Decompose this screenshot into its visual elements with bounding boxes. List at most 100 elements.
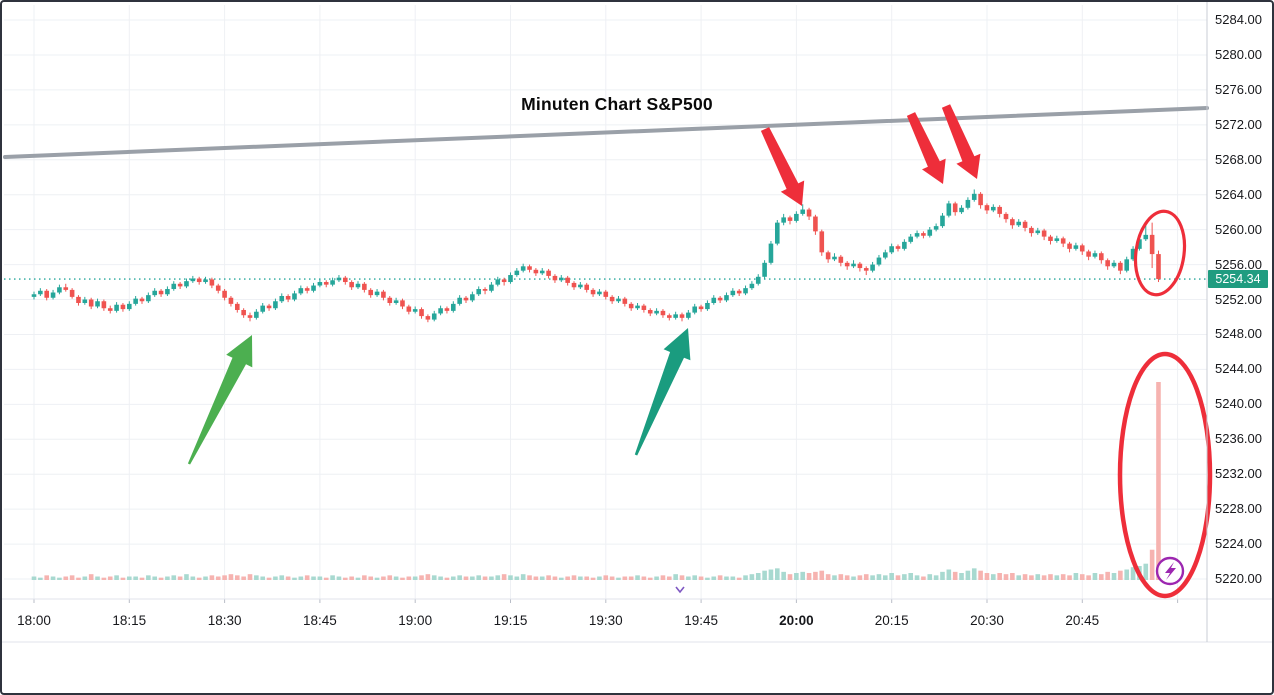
volume-bar — [914, 575, 920, 580]
teal-up-arrow-2[interactable] — [634, 328, 691, 456]
price-axis-label: 5256.00 — [1215, 256, 1262, 272]
candle-down — [501, 279, 507, 283]
volume-bar — [851, 576, 856, 580]
volume-bar — [978, 570, 983, 580]
price-axis-label: 5224.00 — [1215, 536, 1262, 552]
candle-up — [705, 302, 710, 310]
volume-bar — [781, 571, 786, 580]
red-circle-volume-spike[interactable] — [1117, 351, 1213, 599]
volume-bar — [730, 576, 736, 580]
volume-bar — [895, 575, 901, 580]
price-axis-label: 5236.00 — [1215, 431, 1262, 447]
volume-bar — [133, 576, 138, 580]
candle-down — [552, 275, 558, 281]
volume-bar — [438, 576, 443, 580]
price-axis-label: 5244.00 — [1215, 361, 1262, 377]
volume-bar — [984, 573, 990, 580]
time-axis-label: 20:15 — [874, 613, 909, 628]
volume-bar — [82, 576, 88, 580]
candle-up — [133, 298, 138, 304]
volume-bar — [800, 571, 806, 580]
volume-bar — [31, 576, 37, 580]
volume-bar — [222, 575, 227, 580]
volume-bar — [1111, 573, 1117, 580]
candle-down — [660, 310, 666, 316]
volume-bar — [393, 576, 399, 580]
price-axis[interactable]: 5284.00 5280.00 5276.00 5272.00 5268.00 5264.… — [1207, 2, 1272, 642]
volume-bar — [775, 568, 780, 580]
volume-bar — [69, 575, 75, 580]
candle-up — [743, 288, 748, 294]
candle-up — [317, 282, 323, 286]
volume-bar — [495, 575, 501, 580]
price-axis-label: 5276.00 — [1215, 81, 1262, 97]
volume-bar — [120, 577, 126, 580]
volume-bar — [323, 577, 329, 580]
volume-bar — [228, 574, 234, 580]
candle-down — [88, 299, 94, 307]
candle-down — [482, 289, 488, 291]
volume-bar — [1022, 574, 1028, 580]
volume-bar — [292, 577, 297, 580]
volume-bar — [813, 571, 818, 580]
red-down-arrow-1[interactable] — [760, 127, 805, 206]
volume-bar — [95, 576, 100, 580]
candle-up — [82, 299, 88, 303]
candle-up — [298, 288, 304, 294]
candle-down — [952, 203, 958, 213]
red-down-arrow-2[interactable] — [906, 112, 946, 184]
volume-bar — [1156, 382, 1161, 580]
candle-up — [946, 203, 952, 216]
volume-bar — [114, 575, 119, 580]
time-axis-label: 18:30 — [207, 613, 242, 628]
candle-up — [597, 291, 602, 295]
volume-bar — [692, 575, 698, 580]
green-up-arrow-1[interactable] — [187, 335, 253, 465]
candle-down — [234, 303, 240, 310]
volume-bar — [1099, 574, 1104, 580]
volume-bar — [381, 576, 386, 580]
time-axis-label: 19:00 — [398, 613, 433, 628]
candle-down — [590, 289, 596, 295]
candle-down — [222, 290, 227, 298]
candle-down — [1079, 245, 1085, 252]
volume-bar — [857, 575, 863, 580]
time-axis[interactable]: 18:00 18:15 18:30 18:45 19:00 19:15 19:30 19:45… — [2, 600, 1207, 642]
candle-down — [139, 298, 145, 302]
volume-bar — [724, 576, 729, 580]
trendline[interactable] — [3, 106, 1209, 159]
candle-down — [419, 309, 424, 317]
volume-bar — [152, 576, 158, 580]
volume-bar — [883, 575, 888, 580]
candle-down — [1156, 254, 1161, 280]
candle-up — [114, 304, 119, 311]
volume-bar — [578, 576, 583, 580]
volume-bar — [177, 576, 183, 580]
candle-down — [400, 300, 405, 307]
volume-bar — [832, 575, 837, 580]
candle-down — [984, 205, 990, 211]
candle-up — [654, 310, 659, 314]
candle-up — [558, 277, 564, 281]
volume-bar — [609, 576, 615, 580]
volume-bar — [1048, 574, 1053, 580]
candle-up — [724, 295, 729, 301]
chevron-down-icon[interactable] — [675, 586, 685, 594]
time-axis-label: 20:00 — [779, 613, 814, 628]
candle-up — [190, 278, 196, 282]
price-axis-label: 5248.00 — [1215, 326, 1262, 342]
volume-bar — [1124, 569, 1130, 580]
volume-bar — [285, 576, 291, 580]
volume-bar — [508, 575, 513, 580]
candle-up — [50, 292, 56, 298]
volume-bar — [825, 574, 831, 580]
volume-bar — [234, 575, 240, 580]
volume-bar — [425, 574, 431, 580]
red-down-arrow-3[interactable] — [941, 104, 981, 179]
volume-bar — [374, 577, 380, 580]
red-circle-price-drop[interactable] — [1130, 208, 1189, 298]
volume-bar — [304, 575, 310, 580]
volume-bar — [209, 575, 215, 580]
volume-bar — [463, 576, 469, 580]
